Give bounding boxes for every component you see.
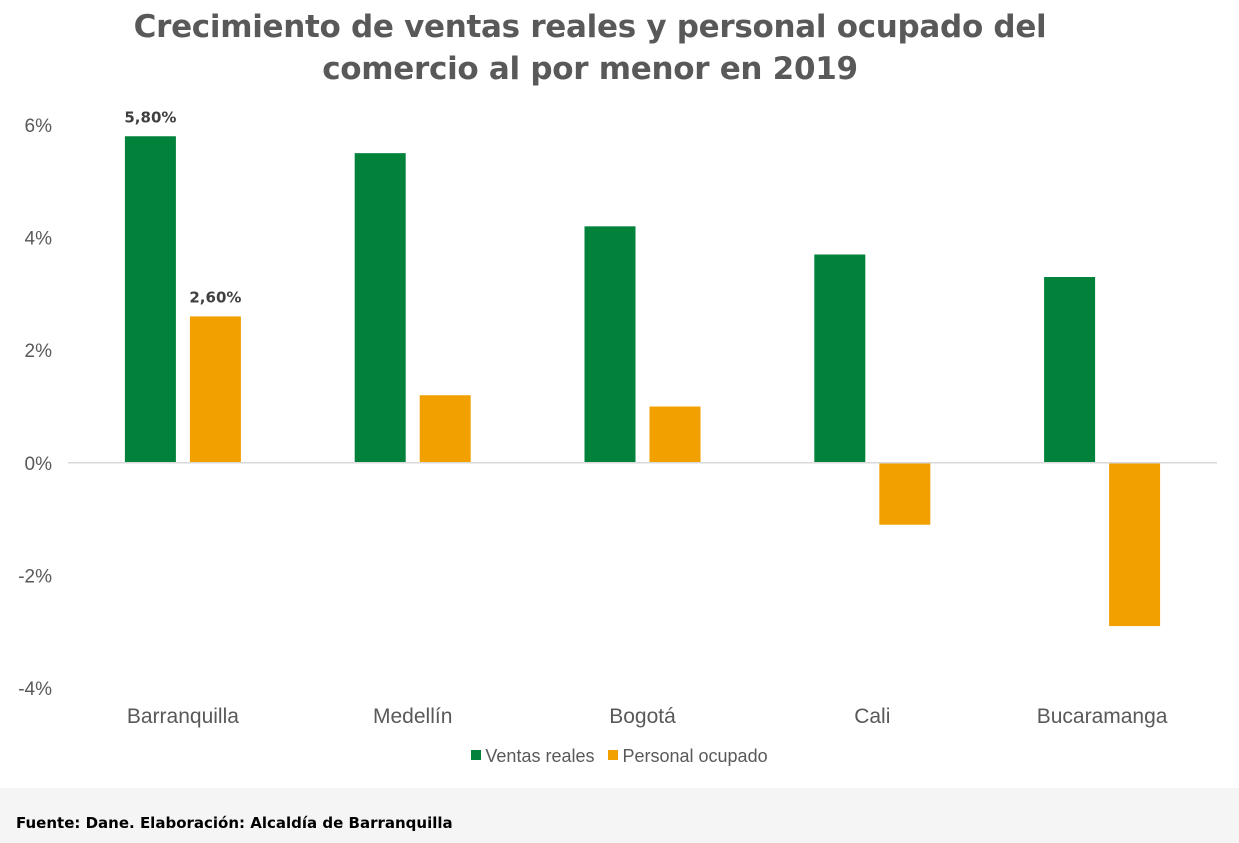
bar-ventas-reales <box>814 254 866 463</box>
data-label: 2,60% <box>189 288 241 306</box>
legend: Ventas reales Personal ocupado <box>0 746 1239 767</box>
category-label: Bucaramanga <box>1037 705 1168 728</box>
category-label: Medellín <box>373 705 452 728</box>
bar-ventas-reales <box>124 136 176 463</box>
data-label: 5,80% <box>124 108 176 126</box>
y-tick-label: 0% <box>25 454 53 475</box>
y-tick-label: 2% <box>25 341 53 362</box>
category-label: Bogotá <box>609 705 676 728</box>
bar-chart: 6% 4% 2% 0% -2% -4% Barranquilla Medellín Bogotá… <box>18 108 1217 728</box>
y-tick-label: 4% <box>25 229 53 250</box>
bar-personal-ocupado <box>419 395 471 463</box>
chart-title-line-1: Crecimiento de ventas reales y personal … <box>133 9 1047 45</box>
category-label: Barranquilla <box>127 705 239 728</box>
bar-personal-ocupado <box>1109 462 1161 627</box>
y-tick-label: -4% <box>18 679 52 700</box>
category-label: Cali <box>854 705 890 728</box>
legend-swatch <box>471 750 482 761</box>
chart-area: Crecimiento de ventas reales y personal … <box>0 6 1239 767</box>
bar-personal-ocupado <box>879 462 931 525</box>
bar-ventas-reales <box>1044 277 1096 463</box>
y-tick-label: 6% <box>25 116 53 137</box>
bar-personal-ocupado <box>649 406 701 463</box>
footer: Fuente: Dane. Elaboración: Alcaldía de B… <box>0 788 1239 843</box>
bar-ventas-reales <box>354 153 406 463</box>
legend-item: Ventas reales <box>471 746 594 767</box>
bar-ventas-reales <box>584 226 636 463</box>
legend-item: Personal ocupado <box>608 746 768 767</box>
legend-label: Ventas reales <box>485 746 595 766</box>
bar-personal-ocupado <box>189 316 241 463</box>
footer-source: Fuente: Dane. Elaboración: Alcaldía de B… <box>16 814 453 832</box>
chart-title-line-2: comercio al por menor en 2019 <box>322 51 858 87</box>
chart-title: Crecimiento de ventas reales y personal … <box>0 6 1180 90</box>
legend-swatch <box>608 750 619 761</box>
legend-label: Personal ocupado <box>622 746 768 766</box>
y-tick-label: -2% <box>18 566 52 587</box>
